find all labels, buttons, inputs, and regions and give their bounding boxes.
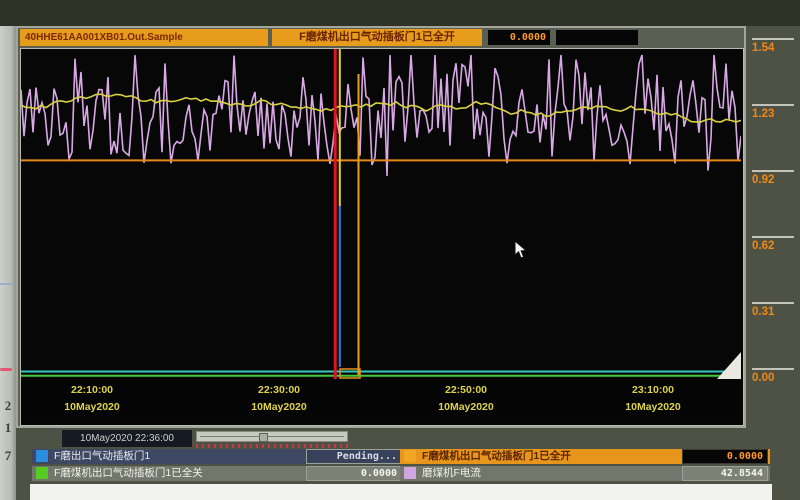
legend-value: 0.0000 (306, 466, 402, 481)
y-tick-line (752, 38, 794, 40)
time-slider[interactable] (196, 431, 348, 442)
legend-row[interactable]: 磨煤机F电流 42.8544 (400, 466, 770, 481)
paper-pink-mark (0, 368, 12, 371)
paper-edge: 2 1 7 (0, 26, 16, 500)
x-axis-tick: 22:10:00 10May2020 (47, 384, 137, 413)
slider-tick-marks (196, 444, 348, 448)
paper-number: 7 (4, 448, 12, 463)
tick-time: 22:10:00 (70, 384, 114, 396)
trend-window: 40HHE61AA001XB01.Out.Sample F磨煤机出口气动插板门1… (16, 26, 746, 428)
legend-row[interactable]: F磨出口气动插板门1 Pending... (32, 449, 404, 464)
header-signal-label[interactable]: F磨煤机出口气动插板门1已全开 (272, 29, 482, 46)
x-axis-tick: 22:30:00 10May2020 (234, 384, 324, 413)
photo-bottom-edge (30, 484, 772, 500)
y-tick-line (752, 170, 794, 172)
y-tick-line (752, 104, 794, 106)
legend-color-chip (404, 467, 416, 479)
x-axis-tick: 22:50:00 10May2020 (421, 384, 511, 413)
legend-value: 42.8544 (682, 466, 768, 481)
tick-time: 23:10:00 (631, 384, 675, 396)
paper-blue-line (0, 283, 13, 285)
paper-number: 1 (4, 420, 12, 435)
legend-name: F磨煤机出口气动插板门1已全关 (54, 467, 203, 479)
legend-value: 0.0000 (682, 449, 768, 464)
y-axis-label: 1.23 (752, 108, 775, 120)
tick-date: 10May2020 (625, 401, 681, 413)
legend-color-chip (36, 467, 48, 479)
y-axis-label: 0.00 (752, 372, 775, 384)
tick-date: 10May2020 (64, 401, 120, 413)
header-signal-value: 0.0000 (488, 30, 550, 45)
y-axis-label: 0.62 (752, 240, 775, 252)
legend-color-chip (36, 450, 48, 462)
tick-time: 22:50:00 (444, 384, 488, 396)
mouse-cursor-icon (514, 240, 528, 259)
y-axis-label: 0.92 (752, 174, 775, 186)
legend-name: F磨出口气动插板门1 (54, 450, 151, 462)
tick-date: 10May2020 (251, 401, 307, 413)
time-axis: 22:10:00 10May2020 22:30:00 10May2020 22… (21, 379, 741, 423)
header-aux-value (556, 30, 638, 45)
legend-row-selected[interactable]: F磨煤机出口气动插板门1已全开 0.0000 (400, 449, 770, 464)
tick-date: 10May2020 (438, 401, 494, 413)
plot-frame: 22:10:00 10May2020 22:30:00 10May2020 22… (20, 48, 744, 426)
y-tick-line (752, 368, 794, 370)
tick-time: 22:30:00 (257, 384, 301, 396)
legend-value: Pending... (306, 449, 402, 464)
legend-row[interactable]: F磨煤机出口气动插板门1已全关 0.0000 (32, 466, 404, 481)
x-axis-tick: 23:10:00 10May2020 (608, 384, 698, 413)
trend-chart[interactable] (21, 49, 741, 379)
legend-color-chip (404, 450, 416, 462)
slider-groove (200, 436, 344, 437)
y-tick-line (752, 302, 794, 304)
photo-top-band (0, 0, 800, 26)
trend-tag-field[interactable]: 40HHE61AA001XB01.Out.Sample (20, 29, 268, 46)
y-tick-line (752, 236, 794, 238)
slider-thumb[interactable] (259, 433, 268, 442)
legend-name: F磨煤机出口气动插板门1已全开 (422, 450, 571, 462)
y-axis-label: 0.31 (752, 306, 775, 318)
cursor-datetime: 10May2020 22:36:00 (62, 430, 192, 447)
legend-name: 磨煤机F电流 (422, 467, 481, 479)
y-axis-label: 1.54 (752, 42, 775, 54)
paper-number: 2 (4, 398, 12, 413)
